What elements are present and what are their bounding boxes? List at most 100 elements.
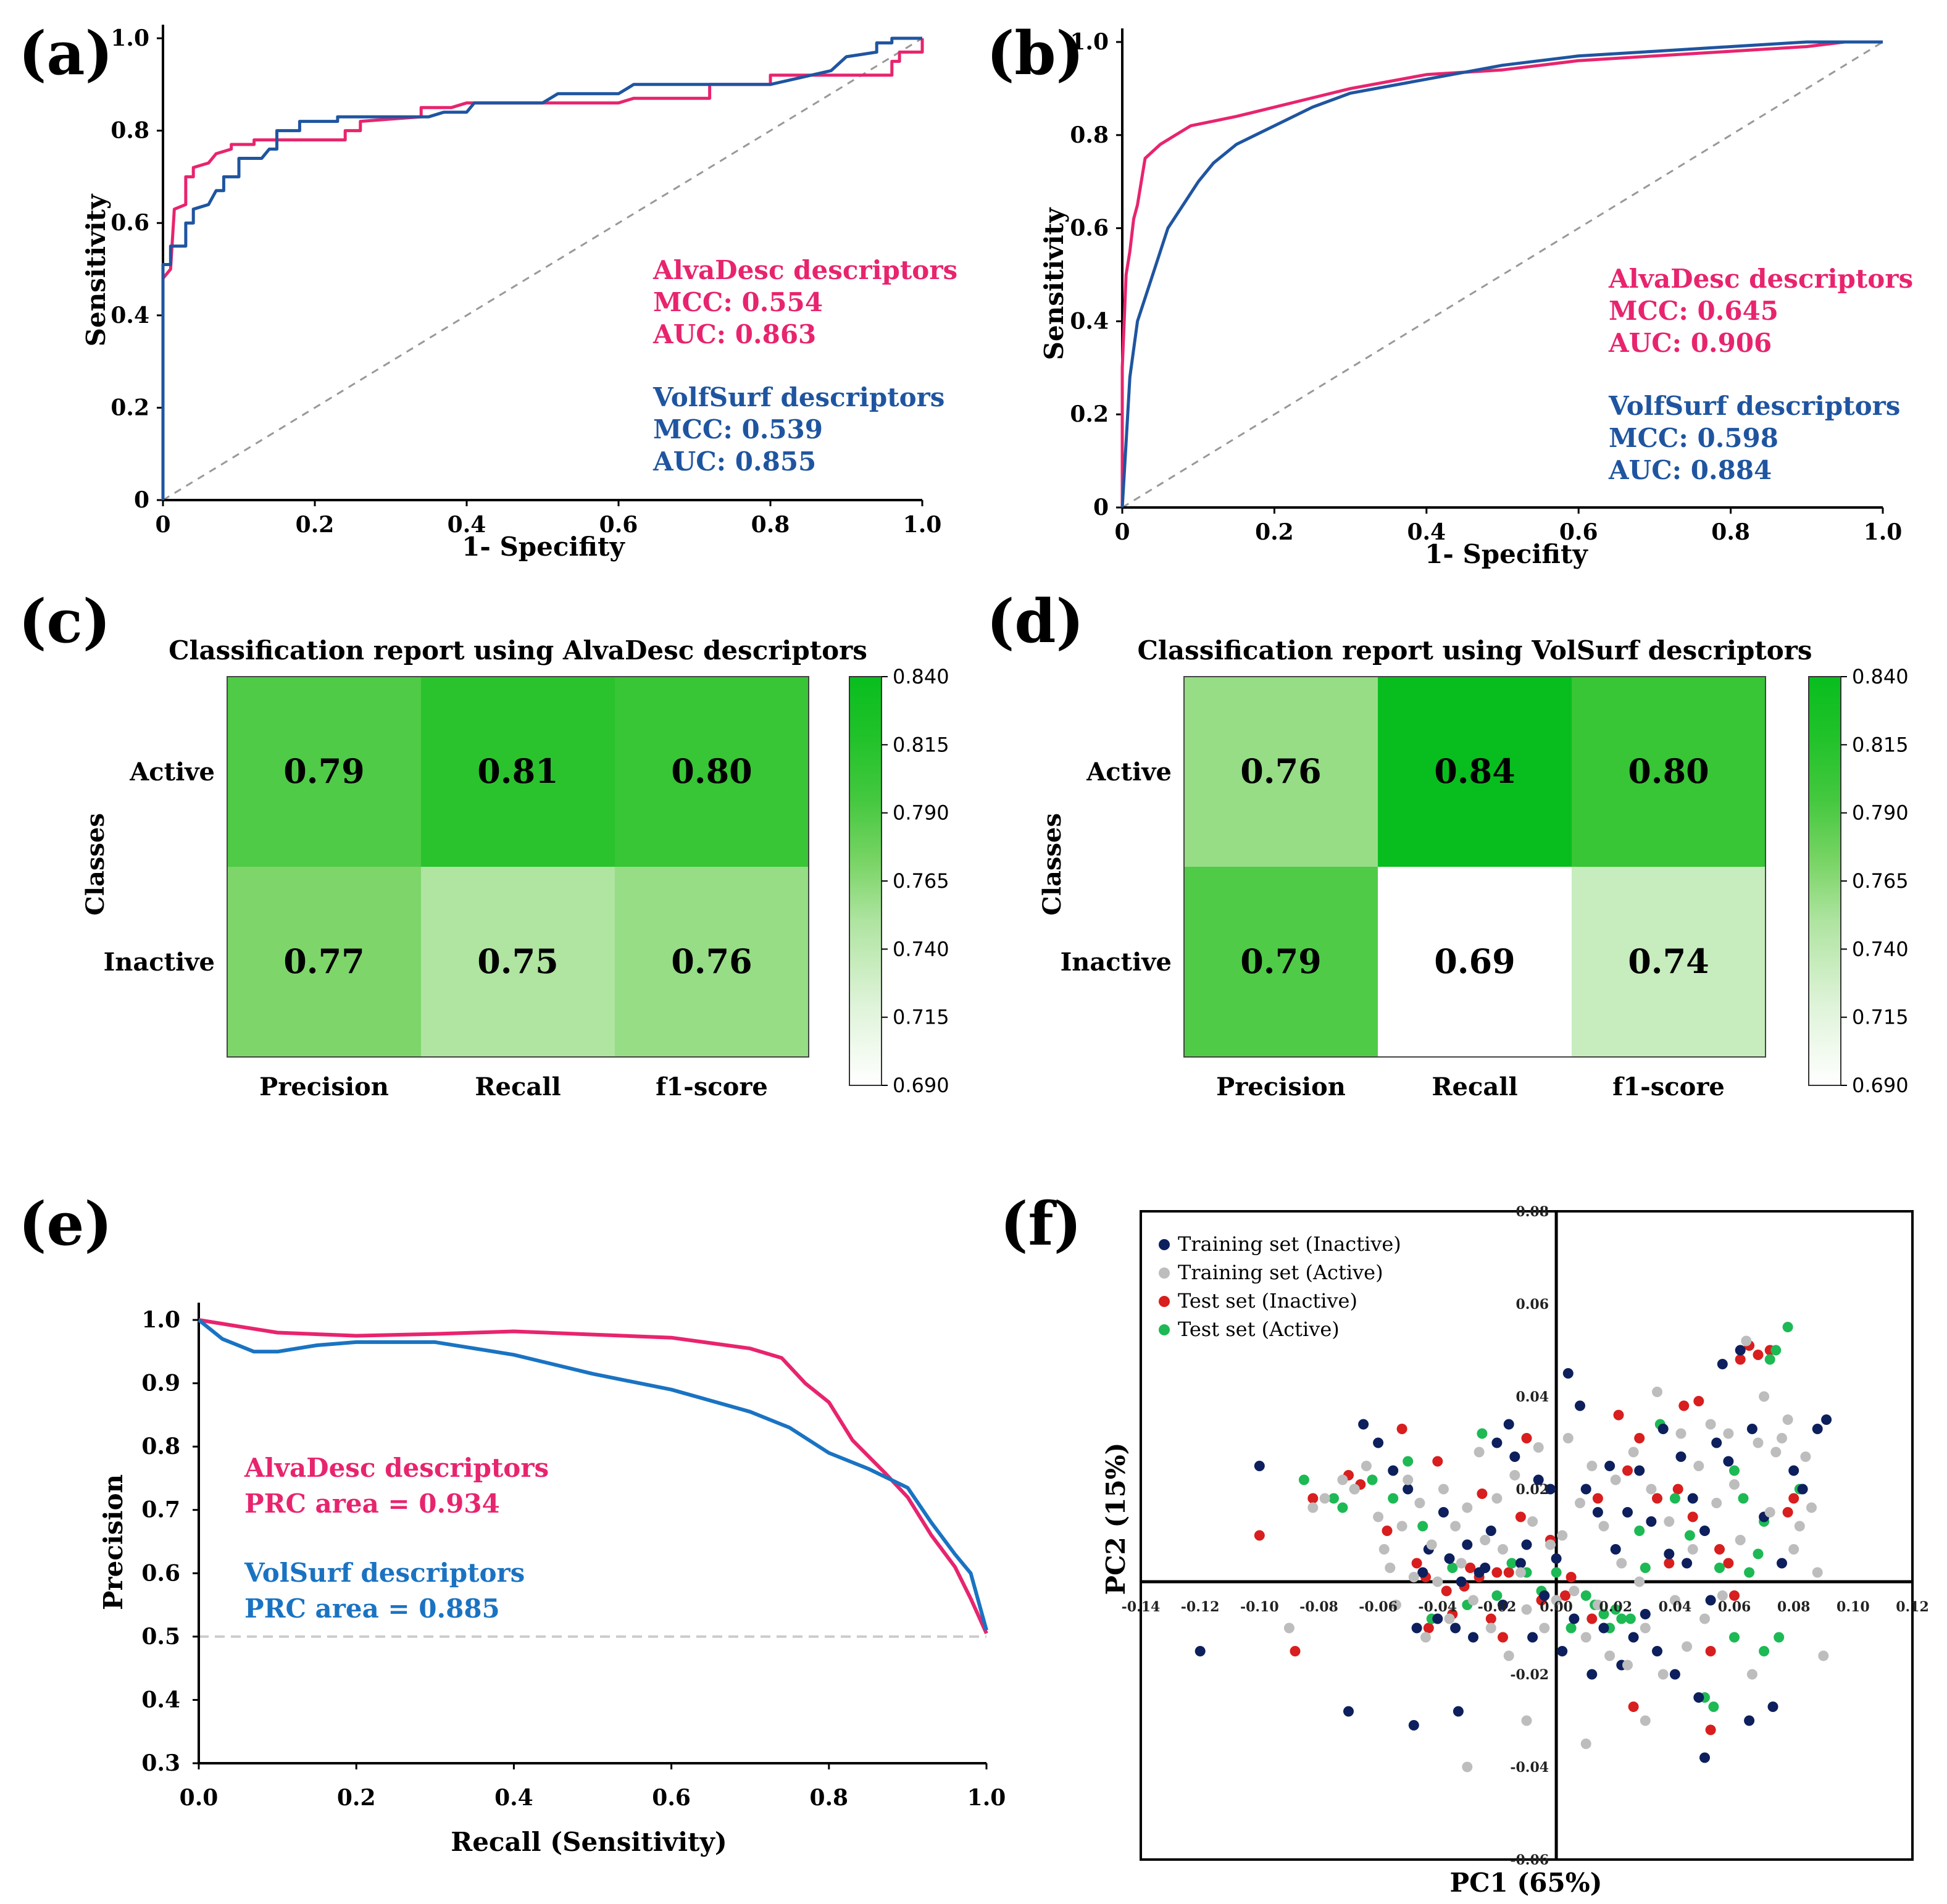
y-tick-label: -0.06 — [1510, 1852, 1549, 1868]
pca-scatter-f: (f) -0.14 -0.12 -0.10 -0.08 -0.06 -0.04 -0.02 0.… — [1000, 1189, 1929, 1898]
plot-frame — [1140, 1210, 1914, 1861]
data-point-test-set-active — [1337, 1502, 1348, 1513]
data-point-training-set-active — [1664, 1516, 1675, 1527]
y-tick-label: 0 — [134, 487, 149, 513]
heatmap-title: Classification report using VolSurf desc… — [1137, 635, 1812, 666]
data-point-training-set-inactive — [1498, 1600, 1508, 1610]
data-point-test-set-inactive — [1788, 1493, 1799, 1504]
x-tick-label: 0.2 — [1255, 519, 1294, 545]
y-tick-label: 0 — [1093, 495, 1109, 520]
y-tick-label: 0.06 — [1515, 1296, 1549, 1313]
data-point-training-set-inactive — [1682, 1558, 1693, 1569]
col-label: Precision — [259, 1072, 389, 1101]
series-line-alvadesc — [1120, 40, 1883, 507]
data-point-training-set-inactive — [1388, 1465, 1399, 1476]
data-point-test-set-active — [1506, 1558, 1517, 1569]
data-point-training-set-active — [1723, 1428, 1734, 1439]
colorbar-tick-label: 0.715 — [893, 1006, 949, 1029]
data-point-test-set-active — [1770, 1345, 1782, 1356]
data-point-training-set-inactive — [1705, 1595, 1716, 1606]
data-point-training-set-inactive — [1343, 1706, 1354, 1717]
data-point-test-set-inactive — [1515, 1511, 1526, 1522]
y-tick-label: 0.4 — [141, 1687, 180, 1713]
data-point-training-set-inactive — [1569, 1613, 1580, 1624]
colorbar — [1808, 676, 1841, 1086]
heatmap-cell-value: 0.84 — [1434, 751, 1515, 791]
data-point-test-set-active — [1388, 1493, 1399, 1504]
data-point-training-set-inactive — [1438, 1507, 1449, 1518]
data-point-training-set-active — [1539, 1622, 1550, 1634]
data-point-training-set-inactive — [1699, 1526, 1710, 1536]
data-point-test-set-inactive — [1613, 1409, 1624, 1421]
heatmap-cell-value: 0.76 — [671, 942, 753, 981]
data-point-test-set-active — [1759, 1646, 1770, 1656]
data-point-test-set-active — [1328, 1493, 1339, 1504]
x-tick-label: 0.02 — [1599, 1599, 1632, 1615]
data-point-training-set-inactive — [1687, 1493, 1698, 1504]
data-point-test-set-active — [1367, 1474, 1378, 1485]
data-point-training-set-active — [1562, 1433, 1574, 1443]
legend-entry: AUC: 0.863 — [652, 319, 816, 349]
data-point-test-set-active — [1491, 1590, 1503, 1601]
data-point-training-set-inactive — [1664, 1548, 1675, 1560]
legend-entry: Training set (Inactive) — [1178, 1232, 1401, 1256]
data-point-test-set-inactive — [1622, 1465, 1633, 1476]
data-point-training-set-inactive — [1450, 1622, 1461, 1634]
legend-entry: Test set (Inactive) — [1178, 1289, 1357, 1313]
legend-entry: VolSurf descriptors — [244, 1558, 525, 1588]
data-point-training-set-active — [1521, 1604, 1532, 1615]
data-point-training-set-inactive — [1717, 1359, 1728, 1369]
data-point-training-set-active — [1491, 1493, 1503, 1504]
data-point-training-set-active — [1634, 1576, 1645, 1587]
data-point-training-set-inactive — [1417, 1567, 1428, 1578]
data-point-test-set-active — [1640, 1563, 1651, 1573]
legend-entry: AlvaDesc descriptors — [244, 1453, 549, 1483]
data-point-test-set-inactive — [1498, 1632, 1508, 1643]
heatmap-cell-value: 0.75 — [477, 942, 559, 981]
colorbar-tick-label: 0.815 — [1852, 733, 1909, 756]
y-tick-label: 0.08 — [1515, 1204, 1549, 1220]
data-point-training-set-active — [1746, 1669, 1757, 1680]
legend-entry: PRC area = 0.934 — [244, 1489, 500, 1519]
data-point-training-set-active — [1693, 1461, 1704, 1471]
heatmap-cell — [421, 677, 615, 867]
data-point-test-set-active — [1417, 1521, 1428, 1532]
data-point-training-set-inactive — [1723, 1456, 1734, 1467]
data-point-training-set-active — [1646, 1484, 1657, 1495]
x-tick-label: 0.8 — [751, 512, 790, 538]
y-tick-label: -0.02 — [1510, 1667, 1549, 1683]
data-point-test-set-inactive — [1723, 1558, 1734, 1569]
data-point-training-set-active — [1349, 1484, 1360, 1495]
colorbar-tick-label: 0.840 — [893, 665, 949, 688]
x-tick-label: -0.14 — [1122, 1599, 1161, 1615]
data-point-test-set-inactive — [1693, 1396, 1704, 1406]
x-tick-label: 0.4 — [1407, 519, 1446, 545]
data-point-training-set-inactive — [1628, 1632, 1639, 1643]
data-point-training-set-active — [1598, 1521, 1609, 1532]
x-tick-label: 1.0 — [1864, 519, 1903, 545]
colorbar-tick-label: 0.740 — [893, 937, 949, 961]
data-point-test-set-inactive — [1423, 1622, 1434, 1634]
x-tick-label: -0.02 — [1478, 1599, 1517, 1615]
data-point-test-set-inactive — [1782, 1507, 1793, 1518]
data-point-training-set-inactive — [1557, 1646, 1568, 1656]
data-point-training-set-inactive — [1456, 1576, 1467, 1587]
data-point-training-set-active — [1788, 1544, 1799, 1555]
heatmap-cell — [421, 867, 615, 1057]
legend-marker — [1159, 1296, 1170, 1307]
row-label: Inactive — [1061, 948, 1172, 977]
colorbar-tick-label: 0.815 — [893, 733, 949, 756]
data-point-training-set-inactive — [1711, 1437, 1722, 1448]
data-point-training-set-active — [1604, 1650, 1616, 1661]
heatmap-cell — [1184, 867, 1378, 1057]
data-point-test-set-active — [1610, 1604, 1621, 1615]
data-point-test-set-active — [1714, 1563, 1725, 1573]
data-point-training-set-inactive — [1403, 1484, 1414, 1495]
heatmap-border — [227, 676, 809, 1058]
legend-entry: MCC: 0.598 — [1609, 423, 1778, 453]
y-tick-label: 0.7 — [141, 1497, 180, 1523]
legend-entry: Test set (Active) — [1178, 1317, 1340, 1341]
data-point-test-set-inactive — [1735, 1354, 1746, 1365]
x-tick-label: 0.2 — [337, 1785, 376, 1811]
data-point-training-set-inactive — [1657, 1424, 1669, 1434]
